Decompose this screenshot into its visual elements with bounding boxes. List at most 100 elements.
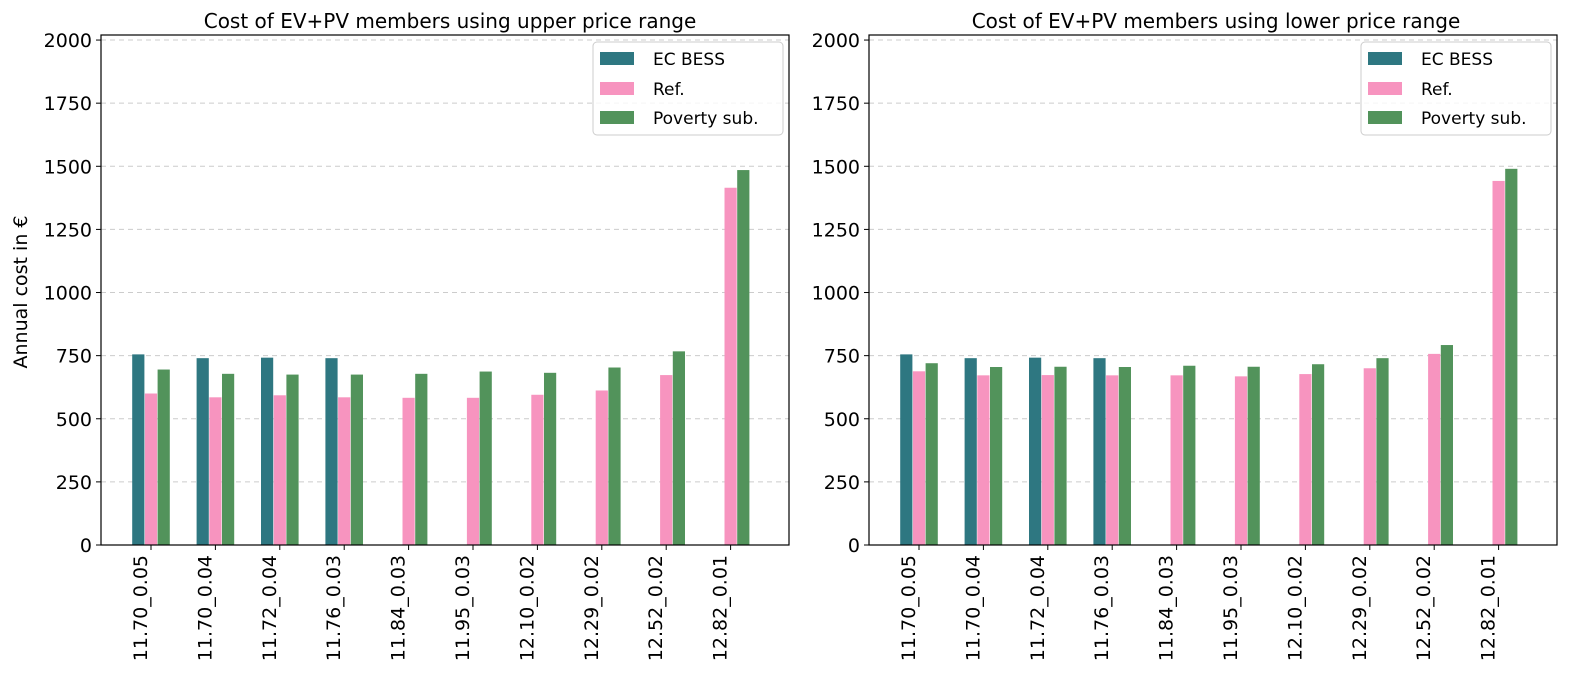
right-chart-title: Cost of EV+PV members using lower price … xyxy=(972,9,1461,33)
y-tick-label: 1500 xyxy=(44,156,92,178)
y-tick-label: 1000 xyxy=(44,283,92,305)
y-tick-label: 500 xyxy=(824,409,860,431)
bar-poverty xyxy=(737,170,750,545)
x-tick-label: 12.10_0.02 xyxy=(516,555,538,661)
bar-ec-bess xyxy=(964,358,977,545)
legend-label-poverty: Poverty sub. xyxy=(1421,109,1527,129)
bar-ref xyxy=(1041,375,1054,545)
bar-poverty xyxy=(1118,367,1131,545)
y-tick-label: 0 xyxy=(848,535,860,557)
x-tick-label: 12.29_0.02 xyxy=(1349,555,1371,661)
bar-poverty xyxy=(157,369,170,545)
bar-ref xyxy=(531,394,544,545)
y-tick-label: 1500 xyxy=(812,156,860,178)
legend-label-ref: Ref. xyxy=(1421,80,1453,100)
x-tick-label: 11.84_0.03 xyxy=(388,555,410,661)
bar-poverty xyxy=(990,367,1003,545)
left-x-ticks: 11.70_0.05 11.70_0.04 11.72_0.04 11.76_0.03… xyxy=(130,545,732,661)
bar-ref xyxy=(595,390,608,545)
bar-ec-bess xyxy=(132,354,145,545)
legend-label-ec-bess: EC BESS xyxy=(1421,50,1493,70)
bar-poverty xyxy=(672,351,685,545)
bar-ec-bess xyxy=(196,358,209,545)
bar-ref xyxy=(1170,375,1183,545)
bar-ref xyxy=(273,395,286,545)
bar-ref xyxy=(402,397,415,545)
y-tick-label: 750 xyxy=(824,346,860,368)
bar-poverty xyxy=(1440,345,1453,545)
bar-poverty xyxy=(1054,366,1067,545)
bar-poverty xyxy=(1505,168,1518,545)
bar-poverty xyxy=(222,373,235,545)
x-tick-label: 12.82_0.01 xyxy=(710,555,732,661)
bar-poverty xyxy=(1183,365,1196,545)
bar-poverty xyxy=(350,374,363,545)
x-tick-label: 12.82_0.01 xyxy=(1478,555,1500,661)
bar-ref xyxy=(977,375,990,545)
bar-poverty xyxy=(1312,364,1325,545)
x-tick-label: 11.70_0.05 xyxy=(130,555,152,661)
y-tick-label: 250 xyxy=(56,472,92,494)
bar-ec-bess xyxy=(325,358,338,545)
bar-ref xyxy=(1363,368,1376,545)
bar-ref xyxy=(1428,353,1441,545)
bar-ec-bess xyxy=(1029,357,1042,545)
bar-ref xyxy=(1492,180,1505,545)
bar-ref xyxy=(724,187,737,545)
legend-swatch-poverty xyxy=(600,111,634,124)
left-plot-frame xyxy=(100,34,790,546)
x-tick-label: 12.10_0.02 xyxy=(1284,555,1306,661)
right-y-ticks: 0 250 500 750 1000 1250 1500 1750 2000 xyxy=(812,30,869,557)
x-tick-label: 12.29_0.02 xyxy=(581,555,603,661)
x-tick-label: 12.52_0.02 xyxy=(645,555,667,661)
legend-label-ec-bess: EC BESS xyxy=(653,50,725,70)
bar-poverty xyxy=(479,371,492,545)
x-tick-label: 12.52_0.02 xyxy=(1413,555,1435,661)
right-grid xyxy=(869,39,1557,483)
left-bars xyxy=(132,170,750,545)
y-tick-label: 1750 xyxy=(812,93,860,115)
legend-label-ref: Ref. xyxy=(653,80,685,100)
left-y-ticks: 0 250 500 750 1000 1250 1500 1750 2000 xyxy=(44,30,101,557)
legend-label-poverty: Poverty sub. xyxy=(653,109,759,129)
x-tick-label: 11.95_0.03 xyxy=(452,555,474,661)
bar-ref xyxy=(209,397,222,545)
bar-poverty xyxy=(415,373,428,545)
x-tick-label: 11.72_0.04 xyxy=(259,555,281,661)
right-bars xyxy=(900,168,1518,545)
bar-ref xyxy=(466,397,480,545)
bar-ec-bess xyxy=(900,354,913,545)
x-tick-label: 11.76_0.03 xyxy=(1091,555,1113,661)
legend-swatch-ref xyxy=(600,82,634,95)
y-tick-label: 750 xyxy=(56,346,92,368)
legend-swatch-poverty xyxy=(1368,111,1402,124)
y-tick-label: 1000 xyxy=(812,283,860,305)
left-grid xyxy=(101,39,789,483)
left-legend: EC BESS Ref. Poverty sub. xyxy=(592,41,784,136)
bar-poverty xyxy=(544,372,557,545)
y-tick-label: 1750 xyxy=(44,93,92,115)
bar-poverty xyxy=(286,374,299,545)
x-tick-label: 11.70_0.04 xyxy=(962,555,984,661)
right-chart-panel: Cost of EV+PV members using lower price … xyxy=(812,9,1558,661)
legend-swatch-ref xyxy=(1368,82,1402,95)
x-tick-label: 11.76_0.03 xyxy=(323,555,345,661)
x-tick-label: 11.70_0.04 xyxy=(194,555,216,661)
bar-poverty xyxy=(925,363,938,545)
x-tick-label: 11.95_0.03 xyxy=(1220,555,1242,661)
legend-swatch-ec-bess xyxy=(600,52,634,65)
left-chart-title: Cost of EV+PV members using upper price … xyxy=(204,9,697,33)
x-tick-label: 11.70_0.05 xyxy=(898,555,920,661)
x-tick-label: 11.84_0.03 xyxy=(1156,555,1178,661)
right-legend: EC BESS Ref. Poverty sub. xyxy=(1360,41,1552,136)
bar-ref xyxy=(1106,375,1119,545)
bar-ref xyxy=(144,393,158,545)
y-axis-label: Annual cost in € xyxy=(10,216,32,369)
bar-poverty xyxy=(608,367,621,545)
y-tick-label: 250 xyxy=(824,472,860,494)
y-tick-label: 1250 xyxy=(44,219,92,241)
bar-ref xyxy=(1299,374,1312,545)
legend-swatch-ec-bess xyxy=(1368,52,1402,65)
bar-poverty xyxy=(1376,358,1389,545)
